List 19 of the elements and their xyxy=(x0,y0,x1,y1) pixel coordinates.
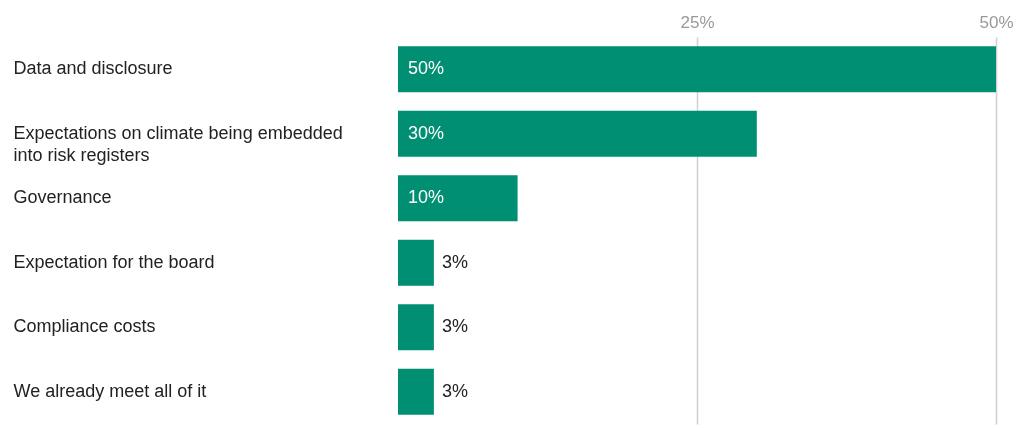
data-label: 10% xyxy=(408,187,445,208)
bar xyxy=(398,368,434,415)
data-label: 30% xyxy=(408,122,445,143)
bar xyxy=(398,304,434,351)
bar xyxy=(398,175,518,222)
data-label: 50% xyxy=(408,58,445,79)
y-tick-label: We already meet all of it xyxy=(13,380,207,401)
y-tick-label: Governance xyxy=(13,187,112,208)
bar xyxy=(398,46,996,93)
y-tick-label: Expectations on climate being embedded into risk registers xyxy=(13,122,343,165)
y-tick-label: Compliance costs xyxy=(13,316,156,337)
bar xyxy=(398,110,757,157)
data-label: 3% xyxy=(441,316,468,337)
y-tick-label: Data and disclosure xyxy=(13,58,173,79)
bar xyxy=(398,239,434,286)
y-tick-label: Expectation for the board xyxy=(13,251,215,272)
data-label: 3% xyxy=(441,380,468,401)
x-tick-label: 25% xyxy=(680,12,715,32)
data-label: 3% xyxy=(441,251,468,272)
